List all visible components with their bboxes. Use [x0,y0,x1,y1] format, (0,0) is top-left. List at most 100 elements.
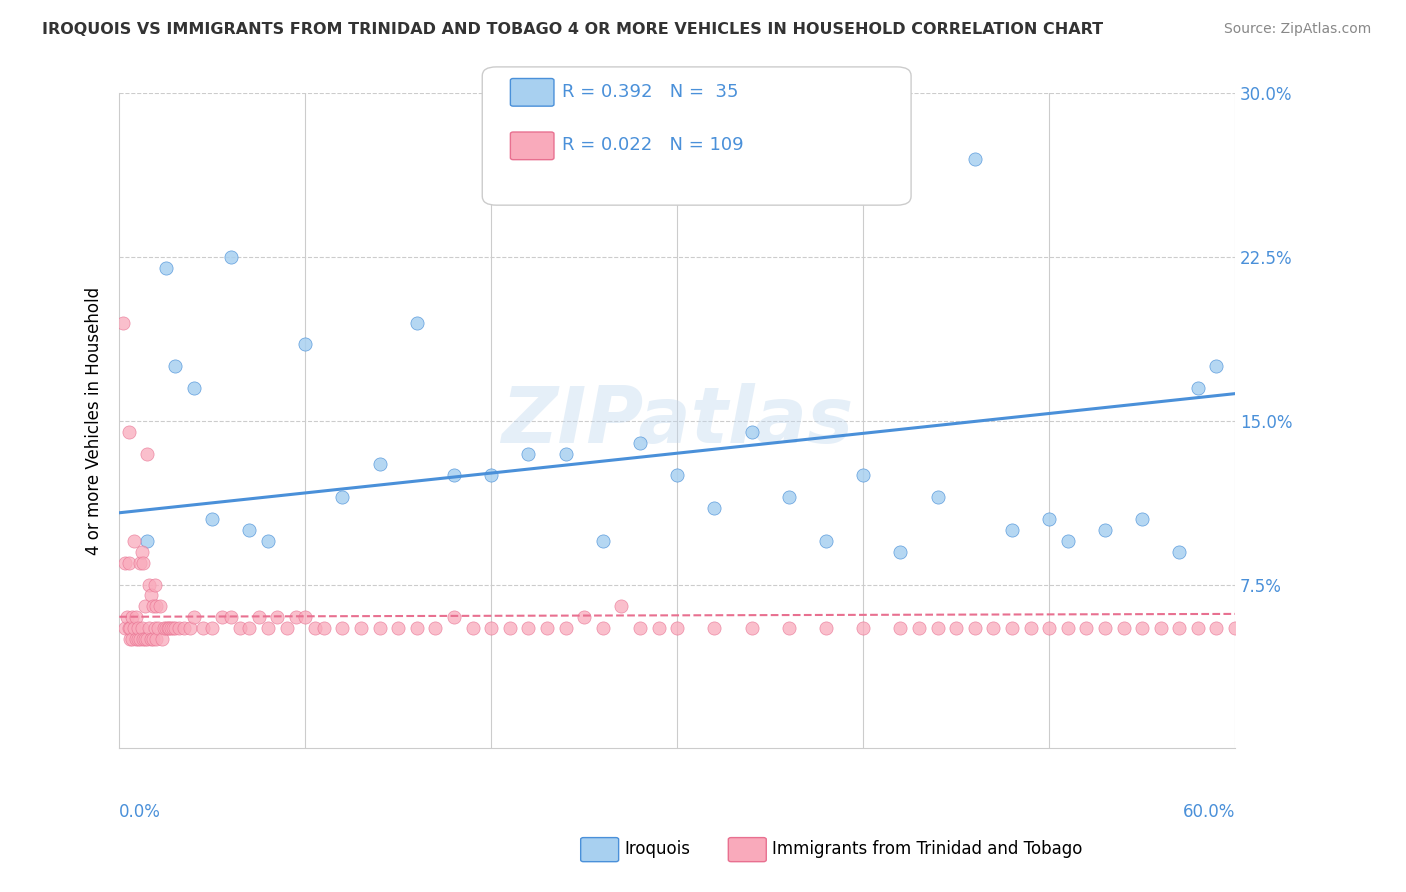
Point [332,621,354,635]
Text: 0.0%: 0.0% [120,803,162,821]
Point [183,610,205,624]
Point [1001,523,1024,537]
Point [294,337,316,351]
Point [266,610,288,624]
Point [167,621,190,635]
Point [628,621,651,635]
Point [479,468,502,483]
Point [1094,621,1116,635]
Point [257,621,280,635]
Point [191,621,214,635]
Point [183,381,205,395]
Point [368,458,391,472]
Point [1019,621,1042,635]
Point [229,621,252,635]
Point [387,621,409,635]
Point [143,621,166,635]
Text: R = 0.392   N =  35: R = 0.392 N = 35 [562,83,740,101]
Point [927,621,949,635]
Point [666,621,689,635]
Point [554,621,576,635]
Point [592,533,614,548]
Point [238,523,260,537]
Point [889,545,911,559]
Text: ZIPatlas: ZIPatlas [501,383,853,458]
Point [143,577,166,591]
Point [350,621,373,635]
Point [1187,381,1209,395]
Point [368,621,391,635]
Text: Iroquois: Iroquois [624,840,690,858]
Point [117,621,139,635]
Point [139,589,162,603]
Point [139,632,162,646]
Point [145,599,167,614]
Point [1205,621,1227,635]
Text: R = 0.022   N = 109: R = 0.022 N = 109 [562,136,744,154]
Point [132,556,155,570]
Point [122,621,145,635]
Point [114,556,136,570]
Point [153,621,176,635]
Point [201,621,224,635]
Point [554,446,576,460]
Point [1130,512,1153,526]
Point [138,621,160,635]
Point [165,621,187,635]
Point [479,621,502,635]
Point [128,556,150,570]
Point [117,556,139,570]
Point [150,632,173,646]
Point [238,621,260,635]
Point [127,632,149,646]
Point [927,490,949,504]
Point [814,533,837,548]
Point [131,621,153,635]
Point [1056,533,1078,548]
Point [122,533,145,548]
Point [162,621,184,635]
Point [610,599,633,614]
Point [1056,621,1078,635]
Text: IROQUOIS VS IMMIGRANTS FROM TRINIDAD AND TOBAGO 4 OR MORE VEHICLES IN HOUSEHOLD : IROQUOIS VS IMMIGRANTS FROM TRINIDAD AND… [42,22,1104,37]
Point [981,621,1004,635]
Point [1223,621,1246,635]
Point [443,610,465,624]
Point [127,621,149,635]
Point [666,468,689,483]
Point [120,632,142,646]
Point [121,632,143,646]
Point [211,610,233,624]
Point [517,446,540,460]
Point [741,621,763,635]
Point [173,621,195,635]
Y-axis label: 4 or more Vehicles in Household: 4 or more Vehicles in Household [86,286,103,555]
Point [1076,621,1098,635]
Point [1168,545,1191,559]
Point [945,621,967,635]
Point [332,490,354,504]
Point [574,610,596,624]
Point [128,632,150,646]
Point [592,621,614,635]
Point [536,621,558,635]
Point [247,610,270,624]
Point [142,599,165,614]
Point [908,621,931,635]
Point [1187,621,1209,635]
Point [741,425,763,439]
Point [628,435,651,450]
Point [405,621,427,635]
Point [1130,621,1153,635]
Point [136,533,159,548]
Point [647,621,669,635]
Point [219,610,242,624]
Point [276,621,298,635]
Point [1243,621,1265,635]
Point [136,632,159,646]
Point [1001,621,1024,635]
Point [703,621,725,635]
Point [114,621,136,635]
Point [179,621,201,635]
Point [134,599,156,614]
